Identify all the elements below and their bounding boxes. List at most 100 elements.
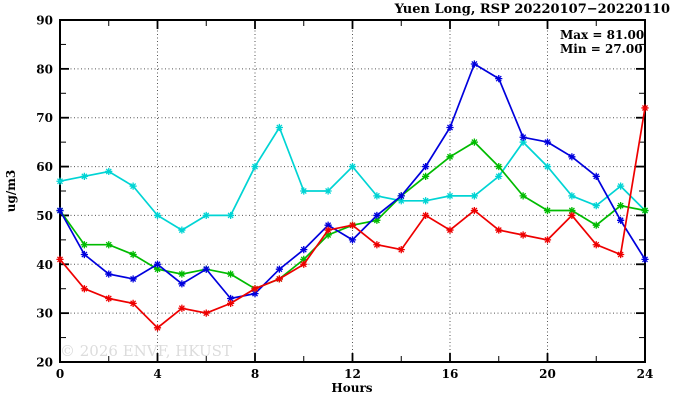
data-point-marker: [592, 202, 600, 210]
data-point-marker: [543, 206, 552, 215]
data-point-marker: [495, 172, 503, 180]
data-point-marker: [251, 162, 259, 171]
data-point-marker: [641, 104, 649, 112]
data-point-marker: [105, 167, 113, 176]
data-point-marker: [568, 206, 576, 215]
series-markers-cyan: [56, 123, 649, 234]
data-point-marker: [348, 162, 357, 171]
y-tick-label: 80: [36, 62, 53, 76]
data-point-marker: [373, 241, 381, 249]
data-point-marker: [422, 172, 430, 180]
data-point-marker: [641, 206, 649, 215]
y-tick-label: 90: [36, 14, 53, 28]
data-point-marker: [300, 260, 308, 268]
data-point-marker: [178, 270, 186, 278]
data-point-marker: [568, 192, 576, 200]
data-point-marker: [80, 172, 88, 180]
data-point-marker: [153, 260, 162, 268]
series-markers-red: [56, 104, 649, 332]
data-point-marker: [129, 275, 137, 283]
data-point-marker: [543, 138, 552, 146]
data-point-marker: [568, 211, 576, 220]
data-point-marker: [470, 192, 478, 200]
data-point-marker: [300, 187, 308, 195]
data-point-marker: [373, 192, 381, 200]
data-point-marker: [495, 75, 503, 83]
data-point-marker: [129, 250, 137, 259]
data-point-marker: [519, 138, 527, 146]
x-tick-label: 12: [344, 367, 361, 381]
data-point-marker: [446, 123, 454, 132]
x-tick-label: 16: [442, 367, 459, 381]
data-point-marker: [470, 206, 478, 215]
legend-min-label: Min = 27.00: [560, 42, 643, 56]
data-point-marker: [202, 211, 210, 220]
data-point-marker: [105, 270, 113, 278]
data-point-marker: [105, 294, 113, 303]
data-point-marker: [324, 231, 332, 239]
data-point-marker: [592, 172, 600, 180]
data-point-marker: [592, 221, 600, 229]
data-point-marker: [519, 133, 527, 141]
chart-title: Yuen Long, RSP 20220107−20220110: [394, 2, 670, 17]
data-point-marker: [422, 197, 430, 205]
data-point-marker: [300, 255, 308, 263]
data-point-marker: [56, 255, 64, 263]
x-tick-label: 20: [539, 367, 556, 381]
data-point-marker: [153, 324, 162, 332]
data-point-marker: [251, 285, 259, 293]
watermark: © 2026 ENVF, HKUST: [60, 342, 232, 360]
data-point-marker: [348, 221, 357, 229]
data-point-marker: [422, 211, 430, 220]
data-point-marker: [324, 221, 332, 229]
data-point-marker: [324, 187, 332, 195]
data-point-marker: [495, 226, 503, 234]
chart-layer: 20 30 40 50 60 70 80 90 0 4 8 12 16 20 24: [36, 14, 653, 382]
series-cyan: [56, 123, 649, 234]
x-tick-label: 0: [56, 367, 64, 381]
data-point-marker: [300, 246, 308, 254]
data-point-marker: [275, 123, 283, 132]
data-point-marker: [519, 231, 527, 239]
x-tick-label: 8: [251, 367, 259, 381]
data-point-marker: [227, 211, 235, 220]
series-red: [56, 104, 649, 332]
data-point-marker: [105, 241, 113, 249]
data-point-marker: [178, 280, 186, 288]
data-point-marker: [227, 299, 235, 307]
series-markers-blue: [56, 60, 649, 303]
data-point-marker: [617, 202, 625, 210]
y-axis-label: ug/m3: [4, 170, 18, 213]
series-blue: [56, 60, 649, 303]
data-point-marker: [227, 294, 235, 303]
data-point-marker: [373, 211, 381, 220]
data-point-marker: [178, 304, 186, 312]
data-point-marker: [202, 265, 210, 273]
data-point-marker: [617, 182, 625, 190]
x-tick-label: 4: [153, 367, 161, 381]
data-point-marker: [80, 250, 88, 259]
grid-lines: [60, 20, 645, 362]
data-point-marker: [446, 153, 454, 161]
data-point-marker: [495, 162, 503, 171]
legend-max-label: Max = 81.00: [560, 28, 644, 42]
data-point-marker: [153, 265, 162, 273]
data-point-marker: [422, 162, 430, 171]
x-axis-label: Hours: [331, 381, 372, 395]
data-point-marker: [568, 153, 576, 161]
data-point-marker: [80, 285, 88, 293]
data-point-marker: [227, 270, 235, 278]
data-point-marker: [129, 299, 137, 307]
plot-frame: [59, 19, 646, 363]
data-point-marker: [592, 241, 600, 249]
y-tick-label: 40: [36, 258, 53, 272]
data-point-marker: [56, 206, 64, 215]
data-point-marker: [251, 290, 259, 298]
data-point-marker: [519, 192, 527, 200]
y-tick-label: 70: [36, 111, 53, 125]
data-point-marker: [202, 309, 210, 317]
data-point-marker: [446, 192, 454, 200]
data-point-marker: [275, 265, 283, 273]
data-point-marker: [348, 236, 357, 244]
